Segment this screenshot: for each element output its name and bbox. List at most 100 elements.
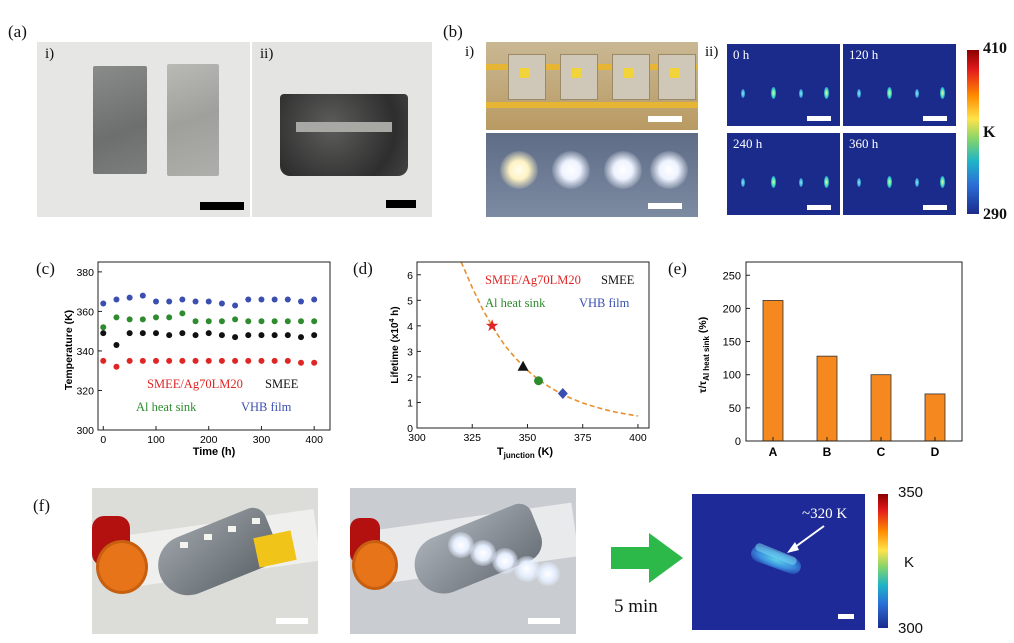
chart-c: 0 100 200 300 400 300 320 340 360 380 Temperature… [63,261,331,458]
x-tick-label: 100 [147,434,165,446]
y-tick-label: 4 [407,321,413,333]
y-tick-label: 2 [407,372,413,384]
data-point [100,330,107,337]
data-point [311,332,318,339]
y-tick-label: 380 [76,267,94,279]
arrow-caption: 5 min [614,596,658,617]
data-point [179,310,186,317]
y-tick-label: 200 [723,303,741,315]
data-point [153,298,159,305]
data-point [485,319,499,332]
data-point [271,357,278,364]
y-tick-label: 0 [407,423,413,435]
data-point [245,296,252,303]
x-tick-label: 200 [200,434,218,446]
scale-bar [200,202,244,210]
data-point [166,357,173,364]
data-point [166,332,173,339]
y-tick-label: 340 [76,346,94,358]
colorbar-b [967,50,979,214]
data-point [126,316,133,323]
data-point [271,318,278,325]
y-tick-label: 360 [76,306,94,318]
panel-f-photo-device-off [92,488,318,634]
data-point [205,298,212,305]
data-point [139,292,146,299]
data-point [245,332,252,339]
y-tick-label: 50 [729,403,741,415]
panel-b-sub-ii: ii) [705,44,719,60]
bar [816,355,838,442]
data-point [232,357,239,364]
panel-f-photo-device-on [350,488,576,634]
data-point [232,316,239,323]
x-tick-label: 350 [519,432,537,444]
thermal-image-360h: 360 h [843,133,956,215]
data-point [311,359,318,366]
x-tick-label: 300 [408,432,426,444]
chart-c-xlabel: Time (h) [193,446,236,458]
data-point [258,332,265,339]
data-point [557,388,568,400]
chart-e-ylabel: τ/τAl heat sink (%) [697,317,711,393]
data-point [179,296,186,303]
scale-bar [923,205,947,210]
panel-b-photo-led-off [486,42,698,130]
scale-bar [807,205,831,210]
legend-al: Al heat sink [136,400,197,414]
data-point [179,330,186,337]
data-point [232,334,239,341]
thermal-image-240h: 240 h [727,133,840,215]
panel-a-label: (a) [8,22,27,41]
data-point [205,330,212,337]
bar [924,393,946,442]
x-tick-label: 375 [574,432,592,444]
data-point [192,332,199,339]
data-point [153,314,159,321]
legend-smee: SMEE [601,273,635,287]
y-tick-label: 6 [407,270,413,282]
y-tick-label: 250 [723,270,741,282]
scale-bar [648,116,682,122]
y-tick-label: 5 [407,295,413,307]
legend-smee-ag: SMEE/Ag70LM20 [147,377,243,391]
data-point [284,357,291,364]
x-tick-label: C [877,445,886,459]
y-tick-label: 150 [723,337,741,349]
colorbar-f-min: 300 [898,620,924,637]
data-point [100,357,107,364]
data-point [126,357,133,364]
data-point [166,314,173,321]
data-point [298,359,304,366]
scale-bar [386,200,416,208]
y-tick-label: 100 [723,370,741,382]
chart-d-xlabel: Tjunction (K) [497,446,554,460]
data-point [139,357,146,364]
data-point [298,298,304,305]
panel-b-sub-i: i) [465,44,475,60]
data-point [298,318,304,325]
colorbar-b-unit: K [983,124,996,141]
data-point [298,334,304,341]
scale-bar [923,116,947,121]
legend-smee: SMEE [265,377,299,391]
data-point [113,296,120,303]
panel-a-sub-i: i) [45,46,55,62]
data-point [153,357,159,364]
bar [762,300,784,442]
panel-a-photo-i: i) [37,42,250,217]
x-tick-label: D [931,445,940,459]
x-tick-label: B [823,445,832,459]
panel-a-photo-ii: ii) [252,42,432,217]
panel-b-label: (b) [443,22,463,41]
panel-a-sub-ii: ii) [260,46,274,62]
thermal-image-0h: 0 h [727,44,840,126]
data-point [311,296,318,303]
data-point [139,330,146,337]
data-point [205,318,212,325]
data-point [192,318,199,325]
data-point [192,298,199,305]
data-point [258,357,265,364]
colorbar-b-min: 290 [983,206,1007,223]
y-tick-label: 320 [76,385,94,397]
